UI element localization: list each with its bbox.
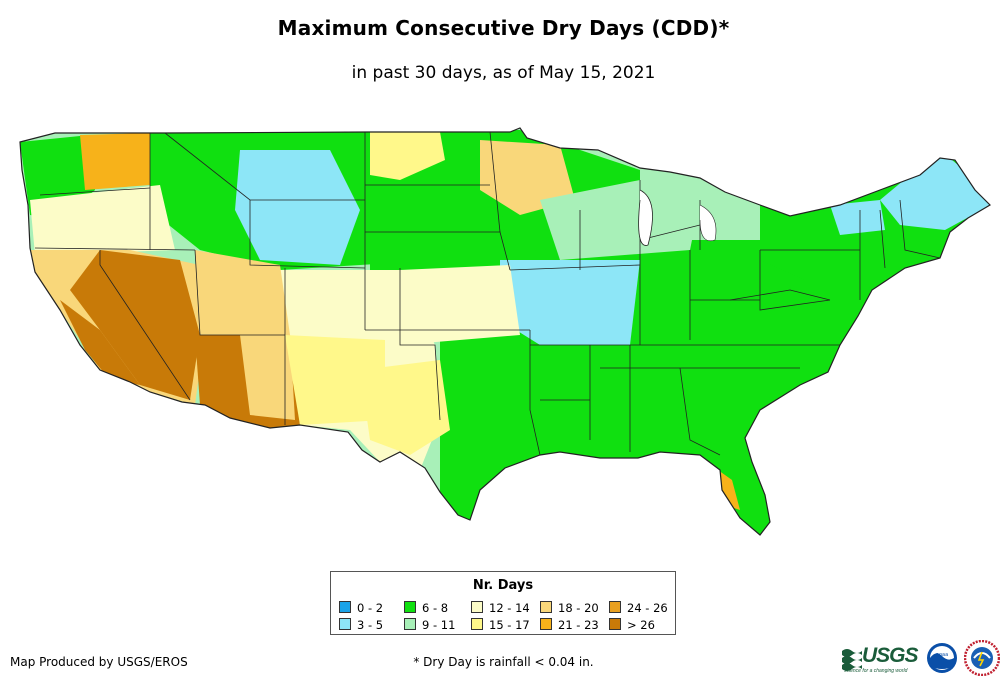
- florida-orange: [718, 470, 740, 510]
- legend-item: 9 - 11: [404, 618, 455, 632]
- legend-label: 21 - 23: [558, 618, 599, 632]
- legend-label: 15 - 17: [489, 618, 530, 632]
- legend-item: 18 - 20: [540, 601, 599, 615]
- noaa-logo-icon: noaa: [927, 643, 957, 673]
- legend-item: 24 - 26: [609, 601, 668, 615]
- usgs-wave-icon: [842, 649, 862, 671]
- dry-days-fill: [20, 128, 990, 535]
- nebraska-green: [370, 200, 510, 275]
- dry-day-footnote: * Dry Day is rainfall < 0.04 in.: [413, 655, 594, 669]
- legend-label: > 26: [627, 618, 655, 632]
- legend-label: 3 - 5: [357, 618, 384, 632]
- legend-swatch: [609, 618, 621, 630]
- utah-yellow: [195, 250, 290, 335]
- legend-swatch: [471, 618, 483, 630]
- legend-item: 12 - 14: [471, 601, 530, 615]
- legend-box: Nr. Days 0 - 2 3 - 5 6 - 8 9 - 11 12 - 1…: [330, 571, 676, 635]
- nws-logo-icon: [964, 640, 1000, 676]
- agency-logos: USGS science for a changing world noaa: [842, 640, 1007, 680]
- legend-label: 0 - 2: [357, 601, 384, 615]
- dakotas-yellow: [370, 132, 445, 180]
- kansas-yellow: [400, 265, 520, 345]
- map-subtitle: in past 30 days, as of May 15, 2021: [351, 63, 656, 83]
- legend-item: 6 - 8: [404, 601, 448, 615]
- legend-item: 15 - 17: [471, 618, 530, 632]
- noaa-logo-text: noaa: [936, 652, 948, 658]
- legend-label: 24 - 26: [627, 601, 668, 615]
- legend-swatch: [609, 601, 621, 613]
- map-credit: Map Produced by USGS/EROS: [10, 655, 188, 669]
- legend-swatch: [404, 601, 416, 613]
- minnesota-yellow: [480, 140, 575, 215]
- legend-item: 3 - 5: [339, 618, 383, 632]
- washington-orange: [80, 133, 150, 190]
- nevada-brown: [70, 250, 200, 400]
- legend-label: 18 - 20: [558, 601, 599, 615]
- maine-region: [880, 150, 990, 230]
- new-mexico-yellow: [285, 335, 385, 425]
- state-boundaries: [19, 127, 991, 536]
- legend-title: Nr. Days: [472, 578, 534, 593]
- legend-swatch: [540, 601, 552, 613]
- northern-plains-blue: [235, 150, 360, 265]
- oregon-yellow: [30, 185, 175, 255]
- legend-swatch: [339, 618, 351, 630]
- legend-label: 6 - 8: [422, 601, 449, 615]
- legend-item: > 26: [609, 618, 655, 632]
- legend-swatch: [471, 601, 483, 613]
- arizona-yellow: [240, 335, 295, 420]
- legend-swatch: [404, 618, 416, 630]
- legend-label: 9 - 11: [422, 618, 456, 632]
- usgs-tagline: science for a changing world: [844, 668, 908, 674]
- legend-swatch: [540, 618, 552, 630]
- legend-item: 0 - 2: [339, 601, 383, 615]
- usgs-logo: USGS: [862, 644, 919, 667]
- socal-brown: [60, 300, 140, 385]
- legend-label: 12 - 14: [489, 601, 530, 615]
- legend-swatch: [339, 601, 351, 613]
- map-title: Maximum Consecutive Dry Days (CDD)*: [277, 16, 730, 40]
- great-lakes-blue: [830, 200, 885, 235]
- legend-item: 21 - 23: [540, 618, 599, 632]
- midwest-blue: [500, 260, 640, 345]
